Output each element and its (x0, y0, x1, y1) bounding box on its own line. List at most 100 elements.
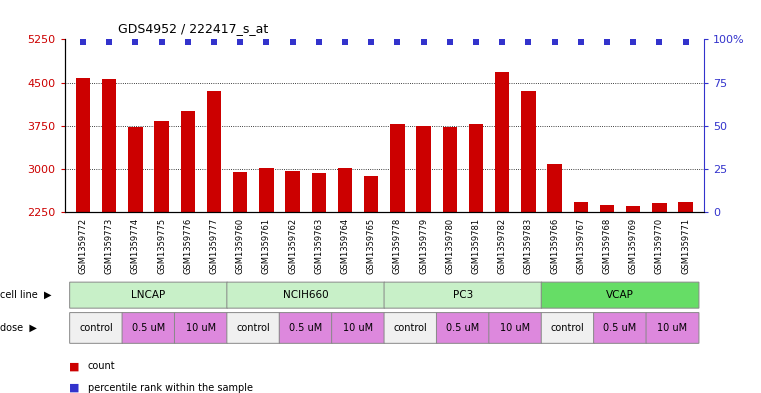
Point (627, 39, 639, 45)
Point (522, 39, 534, 45)
Text: GSM1359770: GSM1359770 (655, 218, 664, 274)
Bar (652, 203, 667, 212)
Text: GSM1359769: GSM1359769 (629, 218, 638, 274)
FancyBboxPatch shape (489, 312, 542, 343)
Point (575, 39, 587, 45)
Text: GSM1359771: GSM1359771 (681, 218, 690, 274)
Bar (102, 79, 116, 212)
FancyBboxPatch shape (174, 312, 228, 343)
Bar (495, 72, 509, 212)
Point (103, 39, 116, 45)
FancyBboxPatch shape (227, 312, 280, 343)
Text: dose  ▶: dose ▶ (0, 323, 37, 333)
FancyBboxPatch shape (646, 312, 699, 343)
Text: GSM1359782: GSM1359782 (498, 218, 507, 274)
Text: 0.5 uM: 0.5 uM (603, 323, 637, 333)
Bar (416, 126, 431, 212)
Point (182, 39, 194, 45)
FancyBboxPatch shape (541, 282, 699, 308)
Text: GDS4952 / 222417_s_at: GDS4952 / 222417_s_at (118, 22, 268, 35)
Bar (678, 202, 693, 212)
Point (653, 39, 665, 45)
Text: 10 uM: 10 uM (186, 323, 216, 333)
Point (287, 39, 299, 45)
Bar (233, 173, 247, 212)
Text: GSM1359780: GSM1359780 (445, 218, 454, 274)
Text: control: control (551, 323, 584, 333)
Text: 10 uM: 10 uM (658, 323, 687, 333)
Point (418, 39, 430, 45)
Bar (600, 205, 614, 212)
Point (313, 39, 325, 45)
Point (234, 39, 247, 45)
FancyBboxPatch shape (332, 312, 384, 343)
Text: ■: ■ (68, 383, 79, 393)
Bar (390, 124, 405, 212)
Point (208, 39, 220, 45)
Bar (76, 79, 91, 212)
Text: GSM1359777: GSM1359777 (209, 218, 218, 274)
Text: GSM1359776: GSM1359776 (183, 218, 193, 274)
Point (155, 39, 167, 45)
Text: GSM1359760: GSM1359760 (236, 218, 245, 274)
Text: GSM1359768: GSM1359768 (603, 218, 612, 274)
Text: PC3: PC3 (453, 290, 473, 300)
Bar (260, 168, 274, 212)
FancyBboxPatch shape (541, 312, 594, 343)
Point (260, 39, 272, 45)
Text: GSM1359763: GSM1359763 (314, 218, 323, 274)
FancyBboxPatch shape (594, 312, 647, 343)
Text: control: control (237, 323, 270, 333)
Bar (180, 111, 195, 212)
Point (470, 39, 482, 45)
Bar (128, 127, 142, 212)
Text: 10 uM: 10 uM (343, 323, 373, 333)
Bar (547, 164, 562, 212)
Bar (521, 91, 536, 212)
Bar (574, 202, 588, 212)
FancyBboxPatch shape (279, 312, 332, 343)
Bar (469, 124, 483, 212)
Text: LNCAP: LNCAP (132, 290, 166, 300)
Text: GSM1359761: GSM1359761 (262, 218, 271, 274)
Text: GSM1359775: GSM1359775 (157, 218, 166, 274)
Point (680, 39, 692, 45)
Text: 0.5 uM: 0.5 uM (132, 323, 165, 333)
Point (77, 39, 89, 45)
Text: 10 uM: 10 uM (500, 323, 530, 333)
Point (339, 39, 351, 45)
Text: GSM1359781: GSM1359781 (472, 218, 480, 274)
Text: percentile rank within the sample: percentile rank within the sample (88, 383, 253, 393)
Point (391, 39, 403, 45)
Text: control: control (79, 323, 113, 333)
FancyBboxPatch shape (227, 282, 384, 308)
Point (549, 39, 561, 45)
Text: GSM1359773: GSM1359773 (105, 218, 113, 274)
Text: GSM1359774: GSM1359774 (131, 218, 140, 274)
Text: 0.5 uM: 0.5 uM (289, 323, 323, 333)
Text: GSM1359764: GSM1359764 (340, 218, 349, 274)
Point (365, 39, 377, 45)
Text: NCIH660: NCIH660 (283, 290, 329, 300)
FancyBboxPatch shape (384, 312, 437, 343)
Bar (338, 169, 352, 212)
Bar (285, 171, 300, 212)
Point (444, 39, 456, 45)
Text: GSM1359778: GSM1359778 (393, 218, 402, 274)
Bar (443, 127, 457, 212)
Bar (626, 206, 641, 212)
Text: cell line  ▶: cell line ▶ (0, 290, 52, 300)
Bar (207, 91, 221, 212)
Bar (311, 173, 326, 212)
Point (496, 39, 508, 45)
Bar (154, 121, 169, 212)
Text: 0.5 uM: 0.5 uM (446, 323, 479, 333)
Text: count: count (88, 361, 115, 371)
Text: GSM1359765: GSM1359765 (367, 218, 376, 274)
Text: VCAP: VCAP (607, 290, 634, 300)
FancyBboxPatch shape (437, 312, 489, 343)
Text: GSM1359772: GSM1359772 (78, 218, 88, 274)
FancyBboxPatch shape (70, 312, 123, 343)
Text: GSM1359767: GSM1359767 (576, 218, 585, 274)
Bar (364, 176, 378, 212)
